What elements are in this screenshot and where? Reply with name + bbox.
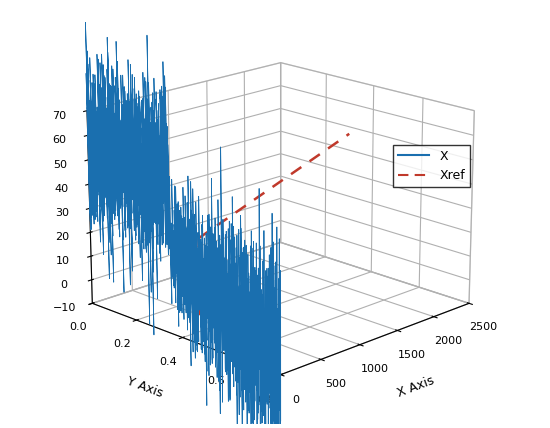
X-axis label: X Axis: X Axis <box>396 374 437 400</box>
Y-axis label: Y Axis: Y Axis <box>125 374 165 400</box>
Legend: X, Xref: X, Xref <box>393 145 470 187</box>
